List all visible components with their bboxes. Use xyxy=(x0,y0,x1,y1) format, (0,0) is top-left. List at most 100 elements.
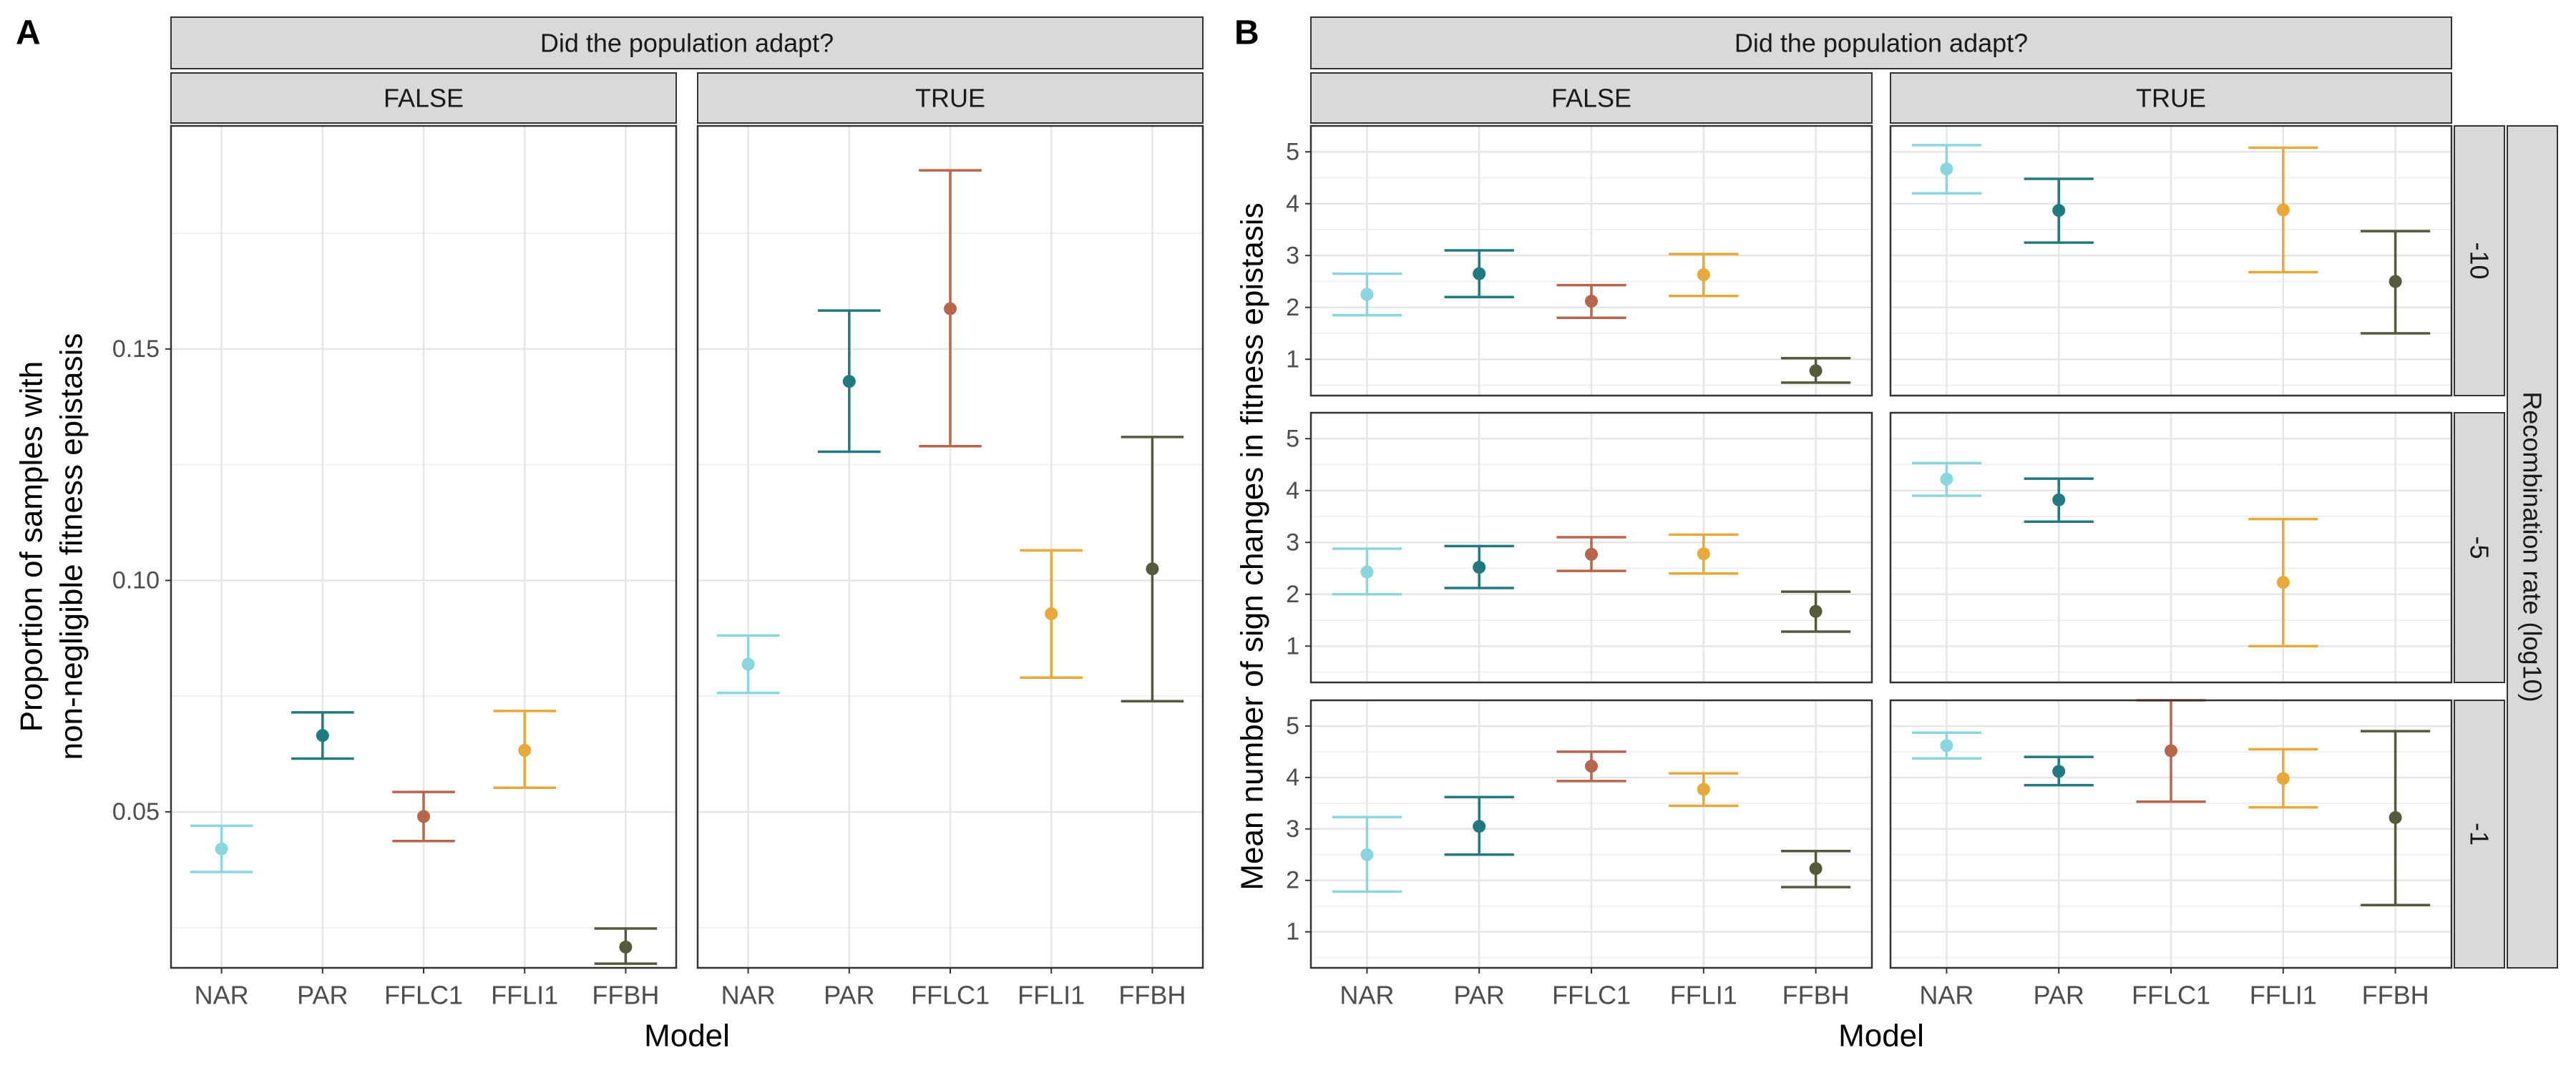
panelB-facet-strip-FALSE-label: FALSE xyxy=(1551,84,1631,113)
panelB-row-10-FALSE-ytick-label: 5 xyxy=(1286,138,1299,165)
panelB-xlabel: Model xyxy=(1838,1019,1924,1054)
panelB-row-1-FALSE-border xyxy=(1309,699,1873,969)
point-panelB-row-10-TRUE-PAR xyxy=(2052,204,2066,217)
panelB-row-1-TRUE-xtick-label: NAR xyxy=(1919,981,1974,1010)
panelA-FALSE-ytick-label: 0.15 xyxy=(112,335,160,363)
point-panelA-FALSE-NAR xyxy=(215,842,228,856)
panelB-ylabel: Mean number of sign changes in fitness e… xyxy=(1235,202,1270,890)
point-panelB-row-5-TRUE-FFLI1 xyxy=(2276,576,2290,589)
point-panelB-row-10-FALSE-NAR xyxy=(1360,288,1374,301)
point-panelB-row-1-FALSE-FFLI1 xyxy=(1697,783,1710,796)
point-panelB-row-5-FALSE-FFBH xyxy=(1809,604,1823,618)
panel-label-A: A xyxy=(16,14,41,52)
point-panelB-row-5-TRUE-NAR xyxy=(1940,472,1953,486)
panelA-TRUE-xtick-label: FFLC1 xyxy=(911,981,990,1010)
panelB-row-1-FALSE-xtick-label: FFBH xyxy=(1782,981,1850,1010)
panelA-FALSE-xtick-label: NAR xyxy=(195,981,249,1010)
point-panelA-FALSE-FFLC1 xyxy=(417,810,430,823)
panelB-row-1-FALSE-ytick-label: 4 xyxy=(1286,764,1299,791)
point-panelA-FALSE-FFBH xyxy=(619,940,633,954)
panelB-row-strip--5-bg xyxy=(2454,412,2505,683)
point-panelB-row-10-FALSE-FFLC1 xyxy=(1585,295,1598,308)
panelB-row-10-FALSE-ytick-label: 1 xyxy=(1286,346,1299,373)
panelB-row-5-FALSE-ytick-label: 2 xyxy=(1286,581,1299,608)
panelB-row-5-FALSE-border xyxy=(1309,411,1873,684)
point-panelB-row-10-TRUE-FFBH xyxy=(2389,275,2402,288)
panelA-FALSE-ytick-label: 0.10 xyxy=(112,567,160,594)
panelB-row-strip--1-bg xyxy=(2454,700,2505,969)
panelB-row-1-TRUE-xtick-label: FFLC1 xyxy=(2132,981,2210,1010)
point-panelB-row-5-FALSE-PAR xyxy=(1473,561,1486,574)
panelB-row-1-TRUE-xtick-label: FFLI1 xyxy=(2250,981,2317,1010)
point-panelB-row-10-FALSE-FFLI1 xyxy=(1697,268,1710,282)
point-panelA-TRUE-FFLI1 xyxy=(1045,607,1058,620)
point-panelB-row-1-TRUE-NAR xyxy=(1940,739,1953,753)
panelB-row-facet-title-strip-bg xyxy=(2507,125,2558,969)
point-panelB-row-5-FALSE-NAR xyxy=(1360,565,1374,579)
point-panelB-row-1-FALSE-NAR xyxy=(1360,848,1374,861)
panelB-row-strip--1-label: -1 xyxy=(2465,823,2494,846)
point-panelB-row-1-FALSE-FFLC1 xyxy=(1585,760,1598,773)
point-panelB-row-10-FALSE-FFBH xyxy=(1809,364,1823,378)
panelA-FALSE-xtick-label: FFBH xyxy=(592,981,659,1010)
point-panelB-row-1-FALSE-PAR xyxy=(1473,820,1486,833)
point-panelB-row-10-FALSE-PAR xyxy=(1473,267,1486,280)
panelB-row-1-TRUE-xtick-label: PAR xyxy=(2034,981,2084,1010)
panelB-row-5-FALSE-ytick-label: 1 xyxy=(1286,632,1299,660)
point-panelB-row-1-TRUE-PAR xyxy=(2052,765,2066,778)
panelA-TRUE-xtick-label: FFBH xyxy=(1118,981,1186,1010)
panelA-facet-title-strip-bg xyxy=(170,16,1204,69)
point-panelA-TRUE-FFBH xyxy=(1146,562,1159,576)
panelA-TRUE-xtick-label: FFLI1 xyxy=(1018,981,1085,1010)
panelA-FALSE-ytick-label: 0.05 xyxy=(112,798,160,825)
panelB-row-10-FALSE-border xyxy=(1309,124,1873,397)
panelA-xlabel: Model xyxy=(644,1019,730,1054)
panelB-facet-strip-TRUE-label: TRUE xyxy=(2136,84,2206,113)
point-panelB-row-1-FALSE-FFBH xyxy=(1809,862,1823,876)
panelB-row-1-FALSE-ytick-label: 3 xyxy=(1286,815,1299,843)
panelA-FALSE-xtick-label: FFLI1 xyxy=(491,981,558,1010)
panelA-facet-strip-FALSE-label: FALSE xyxy=(384,84,464,113)
panelB-row-1-TRUE-xtick-label: FFBH xyxy=(2362,981,2429,1010)
panelB-facet-title-strip-bg xyxy=(1310,16,2452,69)
point-panelB-row-1-TRUE-FFLC1 xyxy=(2165,744,2177,758)
panelA-facet-strip-TRUE-bg xyxy=(697,72,1204,124)
point-panelA-FALSE-FFLI1 xyxy=(518,743,532,757)
point-panelB-row-10-TRUE-FFLI1 xyxy=(2276,203,2290,217)
panelA-TRUE-xtick-label: PAR xyxy=(824,981,874,1010)
point-panelB-row-1-TRUE-FFLI1 xyxy=(2276,772,2290,785)
point-panelA-FALSE-PAR xyxy=(316,729,329,743)
panelB-facet-strip-TRUE-bg xyxy=(1890,72,2452,124)
panelB-row-5-TRUE-border xyxy=(1889,411,2453,684)
point-panelA-TRUE-FFLC1 xyxy=(944,302,957,315)
panelA-TRUE-xtick-label: NAR xyxy=(721,981,776,1010)
point-panelB-row-10-TRUE-NAR xyxy=(1940,162,1953,176)
panelA-facet-strip-TRUE-label: TRUE xyxy=(915,84,985,113)
panelB-row-10-TRUE-border xyxy=(1889,124,2453,397)
panelB-facet-strip-FALSE-bg xyxy=(1310,72,1873,124)
panelA-FALSE-xtick-label: FFLC1 xyxy=(384,981,463,1010)
panelA-FALSE-xtick-label: PAR xyxy=(297,981,348,1010)
panelB-row-facet-title-strip-label: Recombination rate (log10) xyxy=(2518,391,2547,702)
panelB-row-1-FALSE-xtick-label: NAR xyxy=(1340,981,1394,1010)
panelA-facet-strip-FALSE-bg xyxy=(170,72,677,124)
panelB-row-1-FALSE-ytick-label: 5 xyxy=(1286,712,1299,740)
panelB-row-5-FALSE-ytick-label: 3 xyxy=(1286,529,1299,556)
panelB-row-5-FALSE-ytick-label: 4 xyxy=(1286,477,1299,504)
panelB-row-1-FALSE-xtick-label: FFLI1 xyxy=(1670,981,1737,1010)
panelA-TRUE-border xyxy=(696,124,1204,969)
panelB-row-1-FALSE-ytick-label: 2 xyxy=(1286,867,1299,894)
panelB-row-10-FALSE-ytick-label: 4 xyxy=(1286,190,1299,217)
panelA-ylabel-line2: non-negligible fitness epistasis xyxy=(54,333,89,760)
panelB-row-1-FALSE-ytick-label: 1 xyxy=(1286,918,1299,946)
point-panelB-row-1-TRUE-FFBH xyxy=(2389,810,2402,824)
panelB-row-1-FALSE-xtick-label: FFLC1 xyxy=(1552,981,1631,1010)
panel-label-B: B xyxy=(1234,14,1259,52)
panelB-row-5-FALSE-ytick-label: 5 xyxy=(1286,425,1299,452)
panelB-row-1-FALSE-xtick-label: PAR xyxy=(1454,981,1505,1010)
panelB-row-10-FALSE-ytick-label: 2 xyxy=(1286,294,1299,321)
point-panelA-TRUE-PAR xyxy=(842,375,856,388)
point-panelA-TRUE-NAR xyxy=(741,657,755,671)
panelA-facet-title-strip-label: Did the population adapt? xyxy=(540,29,834,58)
